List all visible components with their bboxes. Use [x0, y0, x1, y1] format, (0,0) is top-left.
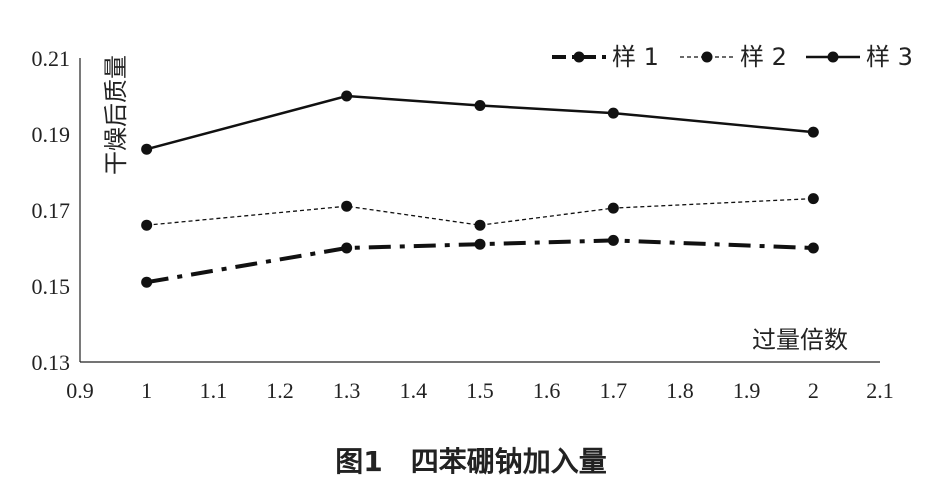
series-3-point — [474, 100, 486, 111]
legend-item-1: 样 1 — [552, 43, 659, 71]
x-tick-label: 1.5 — [466, 378, 494, 403]
series-2-point — [141, 219, 153, 231]
series-3 — [141, 90, 819, 155]
y-tick-labels: 0.13 0.15 0.17 0.19 0.21 — [32, 46, 71, 375]
legend-marker — [701, 51, 713, 63]
line-chart: 0.13 0.15 0.17 0.19 0.21 0.9 1 1.1 1.2 1.3 1.4 1.5… — [32, 43, 913, 403]
x-tick-label: 1.9 — [733, 378, 761, 403]
x-tick-label: 1.1 — [200, 378, 228, 403]
series-1-point — [341, 242, 353, 254]
series-3-point — [341, 90, 353, 102]
x-tick-label: 1.6 — [533, 378, 561, 403]
series-1-point — [474, 238, 486, 250]
figure-caption: 图1 四苯硼钠加入量 — [335, 445, 607, 478]
series-1 — [141, 234, 819, 288]
legend-item-3: 样 3 — [806, 43, 913, 71]
x-tick-label: 1 — [141, 378, 152, 403]
x-tick-label: 1.4 — [400, 378, 428, 403]
series-layer — [141, 90, 819, 288]
series-3-point — [141, 143, 153, 155]
legend-label: 样 1 — [612, 43, 659, 71]
y-tick-label: 0.21 — [32, 46, 71, 71]
x-tick-label: 1.7 — [600, 378, 628, 403]
series-2-point — [474, 219, 486, 231]
series-1-point — [607, 234, 619, 246]
legend-label: 样 3 — [866, 43, 913, 71]
legend-label: 样 2 — [740, 43, 787, 71]
series-2-point — [341, 200, 353, 212]
series-3-point — [807, 126, 819, 138]
y-tick-label: 0.15 — [32, 274, 71, 299]
x-tick-label: 0.9 — [66, 378, 94, 403]
y-tick-label: 0.13 — [32, 350, 71, 375]
series-3-point — [607, 107, 619, 119]
series-1-point — [807, 242, 819, 254]
x-tick-label: 1.2 — [266, 378, 294, 403]
series-2-point — [807, 193, 819, 205]
series-2-point — [607, 202, 619, 214]
series-1-point — [141, 276, 153, 288]
series-2-line — [146, 197, 814, 226]
legend: 样 1 样 2 样 3 — [552, 43, 913, 71]
legend-item-2: 样 2 — [680, 43, 787, 71]
legend-marker — [827, 51, 839, 63]
y-axis-label: 干燥后质量 — [102, 55, 130, 175]
x-tick-label: 1.8 — [666, 378, 694, 403]
y-tick-label: 0.19 — [32, 122, 71, 147]
x-tick-label: 1.3 — [333, 378, 361, 403]
legend-marker — [573, 51, 585, 63]
x-tick-label: 2.1 — [866, 378, 894, 403]
x-tick-labels: 0.9 1 1.1 1.2 1.3 1.4 1.5 1.6 1.7 1.8 1.9 2 2.1 — [66, 378, 894, 403]
y-tick-label: 0.17 — [32, 198, 71, 223]
plot-frame — [79, 58, 880, 363]
series-2 — [141, 193, 819, 231]
x-tick-label: 2 — [808, 378, 819, 403]
x-axis-label: 过量倍数 — [752, 326, 848, 354]
